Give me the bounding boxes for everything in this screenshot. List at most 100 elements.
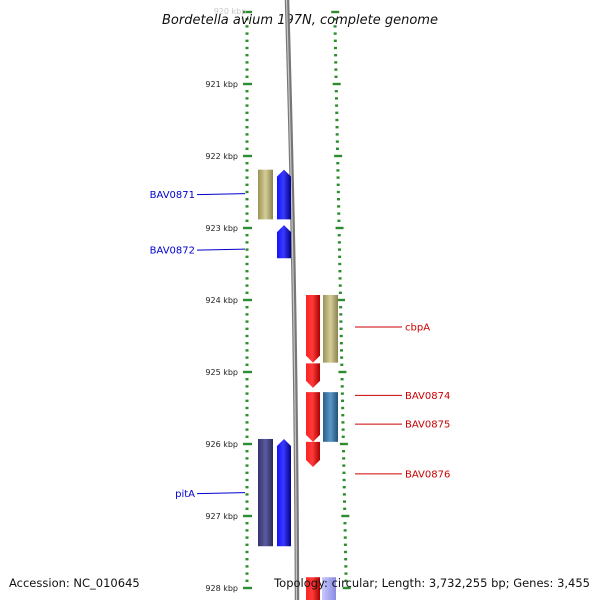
scale-tick	[245, 392, 249, 395]
gene-label[interactable]: pitA	[175, 489, 195, 500]
scale-tick	[339, 313, 343, 316]
scale-tick	[245, 406, 249, 410]
scale-tick	[333, 25, 337, 28]
scale-tick	[334, 97, 338, 100]
scale-label: 921 kbp	[205, 80, 238, 89]
scale-tick	[245, 54, 249, 57]
feature-bar-pita	[258, 438, 273, 547]
scale-tick	[245, 255, 249, 258]
scale-tick	[245, 111, 249, 114]
gene-arrow-bav0875[interactable]	[306, 392, 320, 442]
scale-tick	[340, 392, 344, 395]
gene-label[interactable]: BAV0875	[405, 420, 450, 431]
scale-tick	[243, 298, 252, 302]
gene-arrow[interactable]	[306, 577, 320, 600]
scale-tick	[340, 378, 344, 381]
scale-tick	[245, 61, 249, 64]
scale-tick	[336, 198, 340, 201]
feature-bar-cbpa	[323, 294, 338, 363]
gene-arrow-bav0871[interactable]	[277, 169, 291, 220]
scale-tick	[243, 370, 252, 374]
scale-tick	[344, 572, 348, 575]
scale-tick	[337, 298, 345, 302]
scale-tick	[245, 356, 249, 359]
gene-arrow-pita[interactable]	[277, 438, 291, 547]
scale-tick	[338, 277, 342, 280]
gene-leader-line	[196, 492, 246, 495]
scale-tick	[344, 565, 348, 568]
scale-tick	[335, 140, 339, 143]
scale-tick	[338, 255, 342, 258]
scale-tick	[245, 486, 249, 489]
scale-tick	[245, 500, 249, 503]
scale-tick	[342, 486, 346, 489]
scale-tick	[245, 536, 249, 539]
scale-tick	[339, 327, 343, 330]
gene-arrow-bav0874[interactable]	[306, 363, 320, 388]
scale-tick	[245, 522, 249, 525]
scale-label: 928 kbp	[205, 584, 238, 593]
scale-label: 922 kbp	[205, 152, 238, 161]
scale-tick	[245, 471, 249, 474]
accession-text: Accession: NC_010645	[9, 576, 140, 590]
scale-tick	[339, 334, 343, 338]
scale-tick	[333, 32, 337, 35]
scale-tick	[337, 248, 341, 251]
gene-arrow-cbpa[interactable]	[306, 294, 320, 363]
gene-leader-line	[196, 193, 246, 196]
scale-tick	[245, 39, 249, 42]
scale-tick	[335, 111, 339, 114]
scale-tick	[245, 457, 249, 460]
gene-leader-line	[196, 248, 246, 251]
scale-tick	[245, 133, 249, 136]
scale-tick	[337, 241, 341, 244]
scale-tick	[245, 565, 249, 568]
gene-arrow-bav0872[interactable]	[277, 225, 291, 259]
gene-arrow[interactable]	[322, 577, 336, 600]
gene-label[interactable]: BAV0876	[405, 469, 450, 480]
scale-tick	[245, 32, 249, 35]
scale-tick	[245, 169, 249, 172]
scale-tick	[339, 306, 343, 309]
scale-tick	[343, 529, 347, 532]
scale-tick	[245, 219, 249, 222]
scale-tick	[334, 154, 343, 158]
gene-arrow-bav0876[interactable]	[306, 441, 320, 468]
scale-tick	[245, 334, 249, 338]
scale-tick	[337, 212, 341, 215]
scale-tick	[342, 457, 346, 460]
scale-tick	[336, 190, 340, 194]
map-title: Bordetella avium 197N, complete genome	[162, 13, 438, 28]
scale-tick	[334, 68, 338, 71]
scale-tick	[245, 118, 249, 122]
scale-tick	[343, 543, 347, 546]
scale-tick	[245, 529, 249, 532]
gene-label[interactable]: BAV0871	[150, 190, 195, 201]
scale-tick	[243, 442, 252, 446]
scale-tick	[335, 118, 339, 122]
scale-tick	[245, 284, 249, 287]
scale-tick	[245, 176, 249, 179]
scale-tick	[245, 104, 249, 107]
scale-tick	[335, 133, 339, 136]
scale-tick	[245, 90, 249, 93]
scale-tick	[245, 162, 249, 165]
gene-label[interactable]: BAV0872	[150, 246, 195, 257]
scale-tick	[245, 183, 249, 186]
scale-tick	[334, 90, 338, 93]
scale-tick	[245, 421, 249, 424]
gene-label[interactable]: BAV0874	[405, 391, 450, 402]
scale-tick	[245, 572, 249, 575]
scale-tick	[245, 478, 249, 482]
scale-tick	[335, 104, 339, 107]
scale-tick	[339, 342, 343, 345]
scale-tick	[245, 212, 249, 215]
gene-label[interactable]: cbpA	[405, 322, 430, 333]
scale-tick	[342, 450, 346, 453]
scale-tick	[245, 97, 249, 100]
scale-tick	[245, 349, 249, 352]
scale-tick	[245, 68, 249, 71]
scale-label: 923 kbp	[205, 224, 238, 233]
scale-tick	[245, 248, 249, 251]
